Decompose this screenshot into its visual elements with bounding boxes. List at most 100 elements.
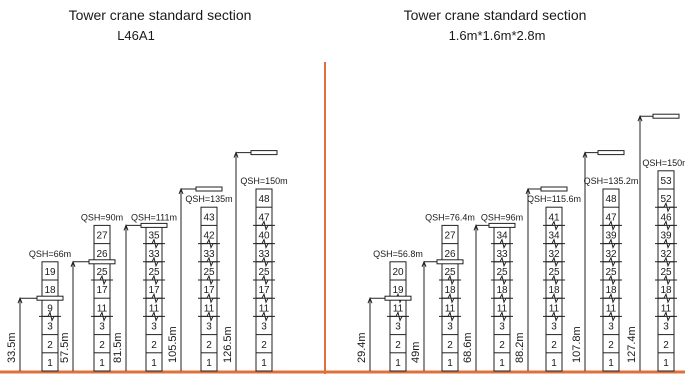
qsh-label: QSH=115.6m (527, 194, 581, 204)
section-number: 1 (663, 358, 669, 369)
section-number: 2 (151, 340, 157, 351)
section-number: 11 (393, 303, 404, 314)
dimension-arrow (123, 224, 129, 231)
section-number: 33 (148, 249, 160, 260)
attachment-collar (195, 186, 223, 192)
section-number: 53 (660, 176, 672, 187)
height-label: 68.6m (462, 332, 474, 363)
left-tower-1: 1 2 3 9 18 19 QSH=66m 33.5m (6, 249, 71, 372)
section-number: 1 (206, 358, 212, 369)
section-number: 33 (203, 249, 215, 260)
right-tower-4: 1 2 3 11 18 25 32 34 41 QSH=115.6m 88.2m (514, 186, 581, 372)
section-number: 2 (206, 340, 212, 351)
attachment-collar (540, 186, 568, 192)
dimension-arrow (178, 187, 184, 195)
height-label: 29.4m (356, 332, 368, 363)
section-number: 20 (392, 267, 404, 278)
height-label: 88.2m (514, 332, 526, 363)
height-label: 107.8m (571, 326, 583, 363)
break-mark (253, 256, 275, 268)
attachment-collar (488, 222, 516, 228)
tower-outline (200, 206, 218, 372)
break-mark (253, 310, 275, 322)
section-number: 11 (549, 303, 560, 314)
section-number: 40 (258, 231, 270, 242)
qsh-label: QSH=135.2m (584, 176, 639, 186)
section-number: 25 (496, 267, 508, 278)
section-number: 11 (445, 303, 456, 314)
break-mark (253, 238, 275, 250)
attachment-collar (88, 259, 116, 265)
section-number: 11 (97, 303, 108, 314)
right-tower-2: 1 2 3 11 18 25 26 27 QSH=76.4m 49m (410, 212, 475, 372)
break-mark (655, 274, 677, 286)
section-number: 18 (548, 285, 560, 296)
height-label: 105.5m (167, 326, 179, 363)
section-number: 25 (258, 267, 270, 278)
section-number: 33 (496, 249, 508, 260)
break-mark (198, 310, 220, 322)
dimension-arrow (525, 187, 531, 195)
section-number: 25 (548, 267, 560, 278)
section-number: 1 (47, 358, 53, 369)
attachment-collar (36, 295, 64, 301)
section-number: 25 (660, 267, 672, 278)
attachment-collar (436, 259, 464, 265)
section-number: 25 (203, 267, 215, 278)
break-mark (600, 310, 622, 322)
section-number: 33 (258, 249, 270, 260)
section-number: 2 (261, 340, 267, 351)
attachment-collar (384, 295, 412, 301)
qsh-label: QSH=111m (131, 212, 177, 222)
section-number: 48 (605, 194, 617, 205)
dimension-arrow (233, 151, 239, 158)
section-number: 17 (148, 285, 160, 296)
break-mark (600, 256, 622, 268)
section-number: 43 (203, 212, 215, 223)
break-mark (439, 292, 461, 304)
break-mark (543, 310, 565, 322)
height-label: 49m (410, 342, 422, 363)
section-number: 18 (605, 285, 617, 296)
break-mark (439, 274, 461, 286)
break-mark (543, 238, 565, 250)
section-number: 47 (605, 212, 617, 223)
section-number: 48 (258, 194, 270, 205)
break-mark (655, 256, 677, 268)
section-number: 3 (261, 322, 267, 333)
section-number: 39 (660, 231, 672, 242)
left-towers: 12391819QSH=66m33.5m1231117252627QSH=90m… (6, 150, 288, 372)
section-number: 3 (608, 322, 614, 333)
right-tower-6: 1 2 3 11 18 25 32 39 46 52 53 QSH=150m 127.4m (626, 113, 685, 372)
section-number: 52 (660, 194, 672, 205)
break-mark (143, 238, 165, 250)
dimension-arrow (582, 151, 588, 158)
section-number: 26 (444, 249, 456, 260)
break-mark (253, 274, 275, 286)
section-number: 18 (660, 285, 672, 296)
break-mark (198, 292, 220, 304)
left-tower-3: 1 2 3 11 17 25 33 35 QSH=111m 81.5m (112, 212, 177, 372)
section-number: 35 (148, 231, 160, 242)
break-mark (143, 256, 165, 268)
attachment-collar (597, 150, 625, 156)
qsh-label: QSH=66m (29, 249, 71, 259)
dimension-arrow (70, 260, 76, 267)
section-number: 17 (203, 285, 215, 296)
qsh-label: QSH=96m (481, 212, 523, 222)
break-mark (91, 310, 113, 322)
section-number: 41 (548, 212, 560, 223)
left-tower-4: 1 2 3 11 17 25 33 42 43 QSH=135m 105.5m (167, 186, 233, 372)
break-mark (91, 274, 113, 286)
qsh-label: QSH=150m (240, 176, 287, 186)
dimension-arrow (637, 114, 643, 122)
break-mark (253, 292, 275, 304)
break-mark (491, 292, 513, 304)
section-number: 3 (395, 322, 401, 333)
section-number: 34 (548, 231, 560, 242)
break-mark (543, 256, 565, 268)
attachment-collar (140, 222, 168, 228)
section-number: 2 (47, 340, 53, 351)
section-number: 2 (551, 340, 557, 351)
